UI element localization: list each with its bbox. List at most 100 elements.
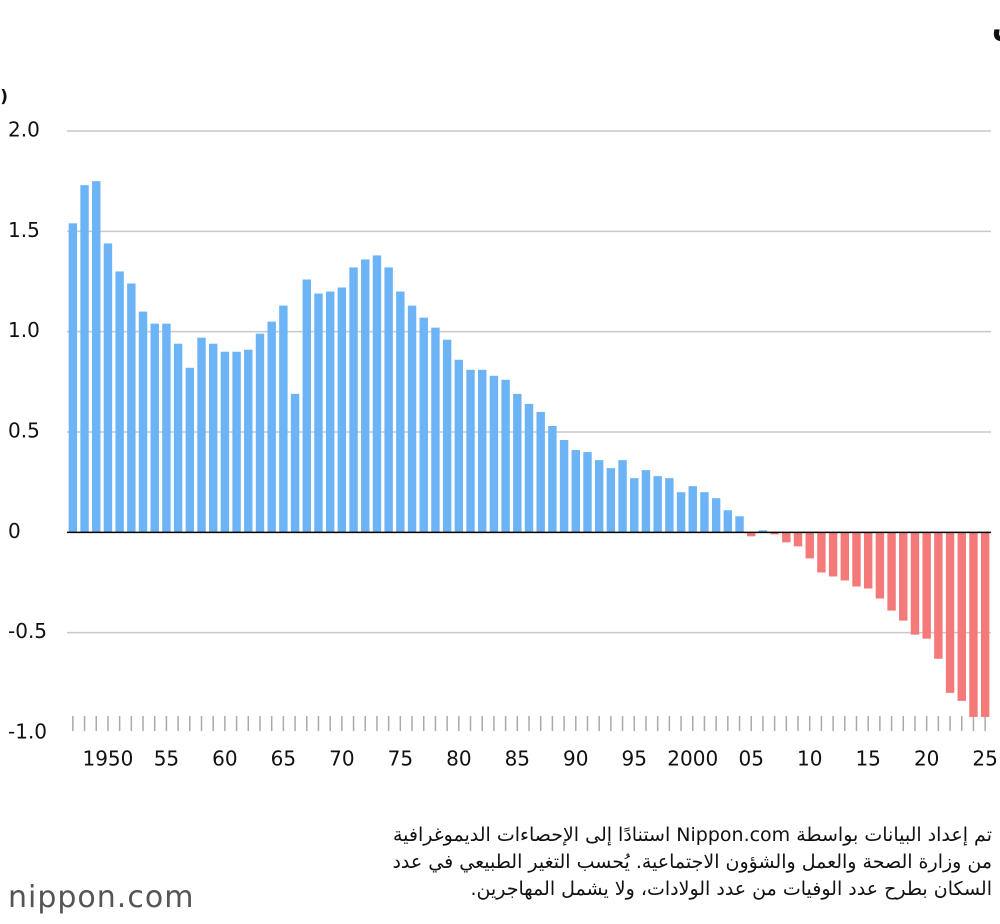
bar (711, 498, 721, 533)
bar (606, 468, 616, 533)
bar (559, 440, 569, 533)
bar (407, 305, 417, 533)
chart-title: الزيادة/الانخفاض الطبيعي في عدد السكان ف… (992, 10, 1000, 45)
x-tick-label: 80 (446, 747, 471, 771)
bar (805, 532, 814, 559)
bar (653, 476, 662, 533)
y-tick-label: 1.0 (8, 318, 40, 342)
bar (361, 259, 370, 533)
y-tick-label: 0.5 (8, 419, 40, 443)
bar (162, 323, 171, 533)
bar (758, 530, 768, 533)
bar (863, 532, 873, 589)
bar (302, 279, 311, 533)
bar (138, 311, 148, 533)
bar (934, 532, 943, 659)
bar (150, 323, 159, 533)
bar (594, 460, 604, 533)
bar (208, 343, 218, 533)
bar (735, 516, 744, 533)
bar (454, 359, 464, 533)
x-tick-label: 2000 (667, 747, 718, 771)
bar (887, 532, 896, 611)
bar (840, 532, 850, 581)
bar (501, 379, 510, 533)
x-tick-label: 20 (914, 747, 939, 771)
bar (700, 492, 709, 533)
bar (747, 532, 756, 537)
note-line: تم إعداد البيانات بواسطة Nippon.com استن… (392, 824, 992, 846)
bar (325, 291, 335, 533)
bar (197, 337, 206, 533)
logo: nippon.com (8, 880, 195, 915)
bar (80, 185, 89, 533)
bar (115, 271, 124, 533)
bar (220, 351, 230, 533)
bar (980, 532, 990, 717)
y-tick-label: -0.5 (8, 619, 47, 643)
y-tick-label: 1.5 (8, 218, 40, 242)
note: تم إعداد البيانات بواسطة Nippon.com استن… (212, 822, 992, 903)
bar (630, 478, 639, 533)
x-tick-label: 75 (388, 747, 413, 771)
bar (665, 478, 674, 533)
bar (536, 411, 545, 533)
bar (524, 403, 534, 533)
bar (384, 267, 393, 533)
bar (571, 450, 580, 533)
bar (173, 343, 183, 533)
bar (442, 339, 452, 533)
bar (127, 283, 136, 533)
bar (279, 305, 288, 533)
bar (314, 293, 323, 533)
note-line: من وزارة الصحة والعمل والشؤون الاجتماعية… (392, 851, 992, 873)
note-line: السكان بطرح عدد الوفيات من عدد الولادات،… (470, 878, 992, 900)
x-tick-label: 85 (505, 747, 530, 771)
x-tick-label: 55 (154, 747, 179, 771)
bar (466, 369, 475, 533)
x-tick-label: 70 (329, 747, 354, 771)
y-tick-label: 2.0 (8, 118, 40, 142)
bar (267, 321, 276, 533)
bar (337, 287, 347, 533)
bar (899, 532, 908, 621)
bar (92, 181, 101, 533)
bar (185, 367, 195, 533)
bar (513, 393, 522, 533)
x-tick-label: 1950 (82, 747, 133, 771)
bar (641, 470, 651, 533)
x-tick-label: 90 (563, 747, 588, 771)
bar (688, 486, 697, 533)
bar (782, 532, 791, 543)
x-tick-label: 25 (972, 747, 997, 771)
bar (290, 393, 300, 533)
bar (396, 291, 405, 533)
bar (957, 532, 966, 701)
bar (103, 243, 113, 533)
y-tick-label: -1.0 (8, 720, 47, 744)
x-tick-label: 05 (739, 747, 764, 771)
bar (618, 460, 627, 533)
bar (419, 317, 428, 533)
bar (489, 375, 499, 533)
bar (676, 492, 686, 533)
bar (68, 223, 78, 533)
bar (969, 532, 978, 717)
bar (349, 267, 358, 533)
x-tick-label: 10 (797, 747, 822, 771)
bar (770, 532, 779, 535)
bar (922, 532, 931, 639)
bar (910, 532, 920, 635)
bar (255, 333, 265, 533)
bar (583, 452, 592, 533)
bar (793, 532, 803, 547)
bar (431, 327, 440, 533)
bar (548, 425, 557, 533)
bar (723, 510, 733, 533)
bar (232, 351, 241, 533)
bar (372, 255, 382, 533)
bar (244, 349, 253, 533)
bar (852, 532, 861, 587)
bar (875, 532, 885, 599)
